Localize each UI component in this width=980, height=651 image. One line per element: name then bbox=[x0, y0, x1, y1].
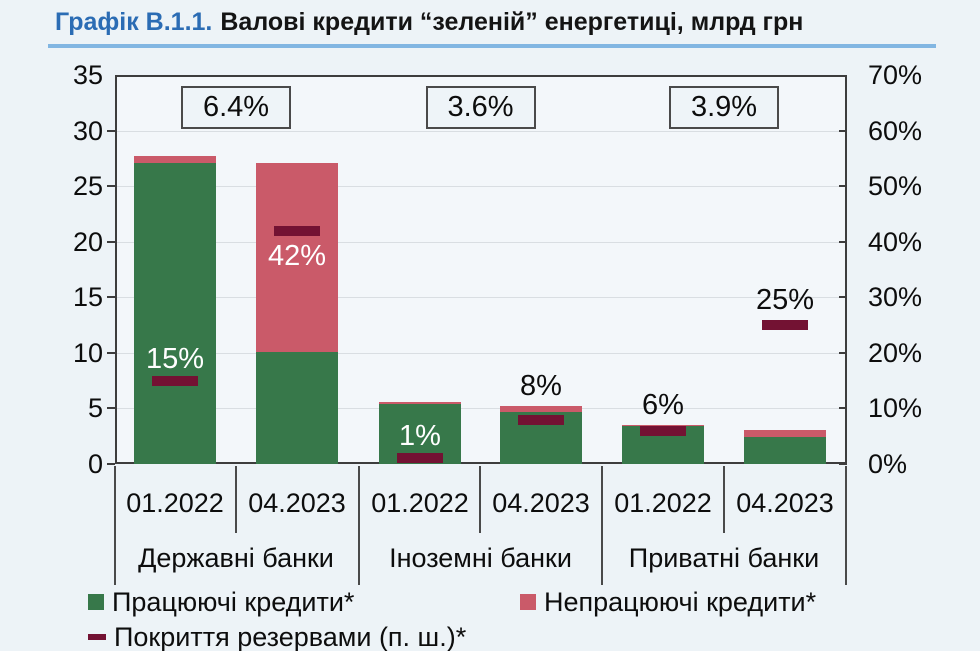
coverage-dash-marker bbox=[762, 320, 808, 331]
coverage-percent-label: 42% bbox=[267, 239, 327, 272]
legend-item-performing: Працюючі кредити* bbox=[88, 587, 354, 617]
period-separator-line bbox=[235, 466, 237, 533]
group-label: Державні банки bbox=[138, 543, 334, 573]
performing-bar-segment bbox=[134, 162, 216, 464]
left-axis-tick bbox=[107, 240, 115, 243]
left-axis-tick-label: 10 bbox=[72, 337, 103, 368]
npl-bar-segment bbox=[256, 162, 338, 352]
performing-bar-segment bbox=[744, 437, 826, 464]
npl-bar-segment bbox=[622, 425, 704, 427]
legend-label-npl: Непрацюючі кредити* bbox=[544, 587, 817, 617]
left-axis-tick-label: 15 bbox=[72, 282, 103, 313]
right-axis-tick bbox=[839, 129, 847, 132]
gridline bbox=[117, 186, 845, 188]
period-label: 04.2023 bbox=[492, 488, 590, 518]
left-axis-tick bbox=[107, 296, 115, 299]
npl-loans-swatch bbox=[520, 594, 536, 610]
npl-bar-segment bbox=[379, 401, 461, 404]
npl-bar-segment bbox=[744, 429, 826, 438]
plot-area bbox=[115, 75, 847, 464]
right-axis-tick bbox=[839, 185, 847, 188]
right-axis-tick bbox=[839, 240, 847, 243]
period-separator-line bbox=[479, 466, 481, 533]
legend-label-performing: Працюючі кредити* bbox=[112, 587, 355, 617]
gridline bbox=[117, 297, 845, 299]
gridline bbox=[117, 408, 845, 410]
legend-item-coverage: Покриття резервами (п. ш.)* bbox=[88, 622, 466, 651]
coverage-dash-marker bbox=[397, 453, 443, 464]
group-separator-line bbox=[845, 466, 847, 585]
legend-label-coverage: Покриття резервами (п. ш.)* bbox=[114, 622, 467, 651]
group-label: Іноземні банки bbox=[389, 543, 572, 573]
coverage-percent-label: 25% bbox=[755, 284, 815, 317]
legend-item-npl: Непрацюючі кредити* bbox=[520, 587, 816, 617]
right-axis-tick-label: 30% bbox=[868, 282, 923, 313]
npl-bar-segment bbox=[500, 406, 582, 412]
right-axis-tick bbox=[839, 407, 847, 410]
right-axis-tick bbox=[839, 296, 847, 299]
left-axis-tick-label: 35 bbox=[72, 60, 103, 90]
left-axis-tick bbox=[107, 407, 115, 410]
right-axis-tick bbox=[839, 463, 847, 465]
gridline bbox=[117, 241, 845, 243]
group-separator-line bbox=[114, 466, 116, 585]
left-axis-tick-label: 0 bbox=[87, 449, 103, 479]
period-label: 01.2022 bbox=[371, 488, 469, 518]
coverage-percent-label: 6% bbox=[642, 389, 684, 422]
group-annotation-box: 6.4% bbox=[181, 86, 291, 129]
right-axis-tick bbox=[839, 351, 847, 354]
period-label: 01.2022 bbox=[614, 488, 712, 518]
left-axis-tick bbox=[107, 463, 115, 465]
period-label: 04.2023 bbox=[736, 488, 834, 518]
coverage-swatch bbox=[88, 634, 106, 640]
period-label: 01.2022 bbox=[126, 488, 224, 518]
right-axis-tick-label: 0% bbox=[868, 449, 908, 479]
right-axis-tick-label: 20% bbox=[868, 337, 923, 368]
right-axis-tick-label: 60% bbox=[868, 115, 923, 146]
coverage-dash-marker bbox=[152, 375, 198, 386]
left-axis-tick-label: 30 bbox=[72, 115, 103, 146]
right-axis-tick-label: 40% bbox=[868, 226, 923, 257]
period-label: 04.2023 bbox=[248, 488, 346, 518]
group-annotation-box: 3.9% bbox=[669, 86, 779, 129]
chart-title-row: Графік В.1.1. Валові кредити “зеленій” ен… bbox=[55, 8, 803, 37]
right-axis-tick-label: 10% bbox=[868, 393, 923, 424]
left-axis-tick-label: 25 bbox=[72, 171, 103, 202]
coverage-percent-label: 8% bbox=[520, 370, 562, 403]
gridline bbox=[117, 352, 845, 354]
performing-loans-swatch bbox=[88, 594, 104, 610]
coverage-dash-marker bbox=[274, 225, 320, 236]
coverage-percent-label: 15% bbox=[145, 342, 205, 375]
period-separator-line bbox=[723, 466, 725, 533]
right-axis-tick-label: 70% bbox=[868, 60, 923, 90]
chart-number-label: Графік В.1.1. bbox=[55, 8, 213, 36]
right-axis-tick-label: 50% bbox=[868, 171, 923, 202]
left-axis-tick-label: 20 bbox=[72, 226, 103, 257]
left-axis-tick bbox=[107, 129, 115, 132]
performing-bar-segment bbox=[256, 351, 338, 464]
gridline bbox=[117, 130, 845, 132]
coverage-dash-marker bbox=[640, 425, 686, 436]
group-separator-line bbox=[601, 466, 603, 585]
coverage-dash-marker bbox=[518, 414, 564, 425]
group-label: Приватні банки bbox=[628, 543, 820, 573]
chart-title: Валові кредити “зеленій” енергетиці, млр… bbox=[220, 8, 804, 36]
group-annotation-box: 3.6% bbox=[425, 86, 536, 129]
coverage-percent-label: 1% bbox=[399, 420, 441, 453]
left-axis-tick-label: 5 bbox=[87, 393, 103, 424]
left-axis-tick bbox=[107, 185, 115, 188]
group-separator-line bbox=[358, 466, 360, 585]
left-axis-tick bbox=[107, 351, 115, 354]
title-underline bbox=[48, 44, 936, 48]
npl-bar-segment bbox=[134, 156, 216, 163]
